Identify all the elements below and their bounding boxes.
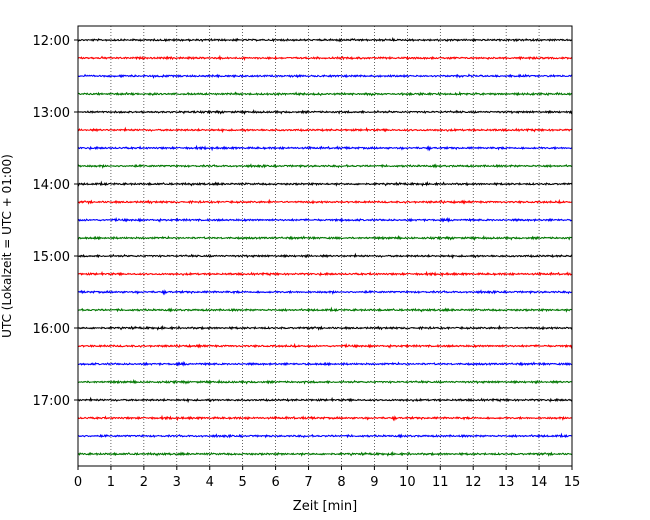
trace-1700 [77,396,573,404]
y-axis-ticks: 12:00 13:00 14:00 15:00 16:00 17:00 [33,34,78,409]
trace-1530 [77,289,573,296]
y-tick-label: 12:00 [33,34,70,49]
x-tick-label: 12 [465,475,482,490]
x-tick-label: 15 [564,475,581,490]
x-tick-label: 5 [239,475,247,490]
trace-1745 [78,451,573,457]
trace-1345 [77,163,573,169]
x-tick-label: 10 [399,475,416,490]
trace-1200 [77,36,573,43]
x-tick-label: 0 [74,475,82,490]
x-tick-label: 13 [498,475,515,490]
y-tick-label: 14:00 [33,178,70,193]
x-tick-label: 2 [140,475,148,490]
x-tick-label: 9 [370,475,378,490]
trace-1445 [77,234,573,241]
trace-1300 [77,109,573,115]
y-tick-label: 13:00 [33,106,70,121]
trace-1615 [77,342,573,349]
y-tick-label: 17:00 [33,394,70,409]
x-tick-label: 6 [271,475,279,490]
x-tick-label: 7 [304,475,312,490]
y-axis-label: UTC (Lokalzeit = UTC + 01:00) [0,154,14,338]
trace-1215 [77,54,573,61]
trace-1515 [77,270,573,278]
trace-1400 [77,180,573,187]
trace-1245 [77,90,573,97]
trace-1230 [77,73,573,79]
trace-1430 [77,216,573,223]
trace-1715 [77,414,573,422]
x-tick-label: 11 [432,475,449,490]
trace-1645 [77,378,573,385]
grid-lines [110,26,540,466]
trace-1545 [77,306,573,313]
x-tick-label: 1 [107,475,115,490]
trace-1730 [77,432,573,439]
y-tick-label: 15:00 [33,250,70,265]
trace-1630 [77,360,573,367]
trace-1500 [77,252,573,260]
x-axis-label: Zeit [min] [293,499,357,514]
plot-frame [77,25,573,467]
x-tick-label: 4 [206,475,214,490]
trace-1415 [77,198,573,205]
x-tick-label: 3 [173,475,181,490]
trace-1315 [77,126,573,134]
y-tick-label: 16:00 [33,322,70,337]
seismic-traces [77,36,573,457]
x-tick-label: 14 [531,475,548,490]
trace-1600 [77,324,573,331]
x-tick-label: 8 [337,475,345,490]
x-axis-ticks: 0 1 2 3 4 5 6 7 8 9 10 11 12 13 14 15 [74,466,580,490]
trace-1330 [77,144,573,152]
